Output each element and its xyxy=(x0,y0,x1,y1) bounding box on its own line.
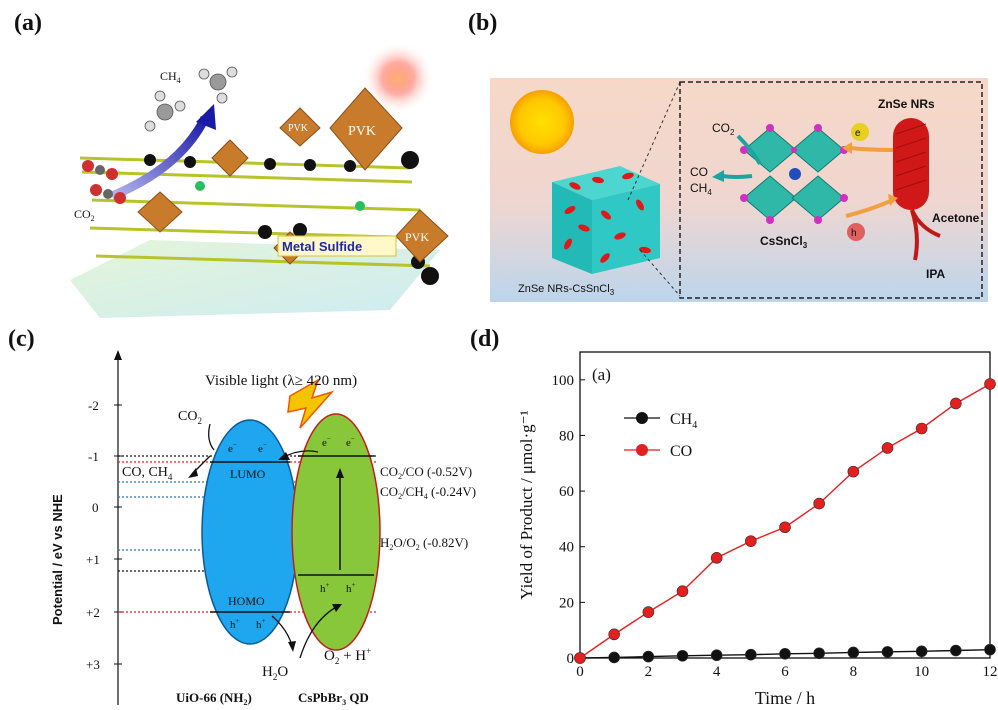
x-tick-label: 10 xyxy=(914,664,929,680)
y-tick-label: 80 xyxy=(559,428,574,444)
data-point-co xyxy=(950,397,962,410)
data-point-ch4 xyxy=(813,647,825,660)
data-point-ch4 xyxy=(676,649,689,662)
x-tick-label: 4 xyxy=(713,664,721,680)
x-tick-label: 8 xyxy=(850,664,858,680)
panel-label-a: (a) xyxy=(14,10,42,36)
data-point-ch4 xyxy=(881,646,894,658)
panel-label-d: (d) xyxy=(470,326,500,352)
series-line-co xyxy=(579,383,991,659)
y-axis-label: Yield of Product / μmol·g⁻¹ xyxy=(517,410,536,599)
legend-label-ch4: CH4 xyxy=(670,411,697,431)
panel-label-b: (b) xyxy=(468,10,498,36)
data-point-ch4 xyxy=(642,650,655,663)
data-point-ch4 xyxy=(608,651,620,664)
data-point-co xyxy=(915,422,928,435)
data-point-ch4 xyxy=(710,649,723,662)
legend-label-co: CO xyxy=(670,443,692,460)
data-point-ch4 xyxy=(779,648,791,660)
chart-legend: CH4 CO xyxy=(624,411,697,460)
data-point-ch4 xyxy=(915,645,928,658)
data-point-co xyxy=(574,652,586,664)
x-tick-label: 0 xyxy=(576,664,584,680)
data-point-co xyxy=(984,378,996,390)
data-point-co xyxy=(642,606,655,618)
data-point-ch4 xyxy=(984,643,996,656)
data-point-co xyxy=(676,585,689,598)
data-point-co xyxy=(847,465,860,478)
chart-inner-label: (a) xyxy=(592,365,611,384)
x-tick-label: 2 xyxy=(645,664,653,680)
legend-marker-co xyxy=(636,444,648,456)
data-point-co xyxy=(779,521,791,534)
x-tick-label: 12 xyxy=(983,664,998,680)
data-point-co xyxy=(813,497,825,510)
panel-label-c: (c) xyxy=(8,326,35,352)
data-point-co xyxy=(881,442,894,454)
y-tick-label: 60 xyxy=(559,484,574,500)
plot-frame xyxy=(579,351,991,659)
data-point-co xyxy=(745,535,757,547)
data-point-ch4 xyxy=(847,646,860,659)
y-tick-label: 0 xyxy=(567,651,575,667)
data-point-co xyxy=(710,552,723,564)
y-tick-label: 100 xyxy=(552,373,575,389)
data-point-ch4 xyxy=(745,648,757,661)
y-tick-label: 40 xyxy=(559,540,574,556)
data-point-co xyxy=(608,628,620,641)
x-axis-label: Time / h xyxy=(755,688,815,708)
x-tick-label: 6 xyxy=(781,664,789,680)
y-tick-label: 20 xyxy=(559,595,574,611)
data-point-ch4 xyxy=(950,644,962,657)
legend-marker-ch4 xyxy=(636,412,648,424)
